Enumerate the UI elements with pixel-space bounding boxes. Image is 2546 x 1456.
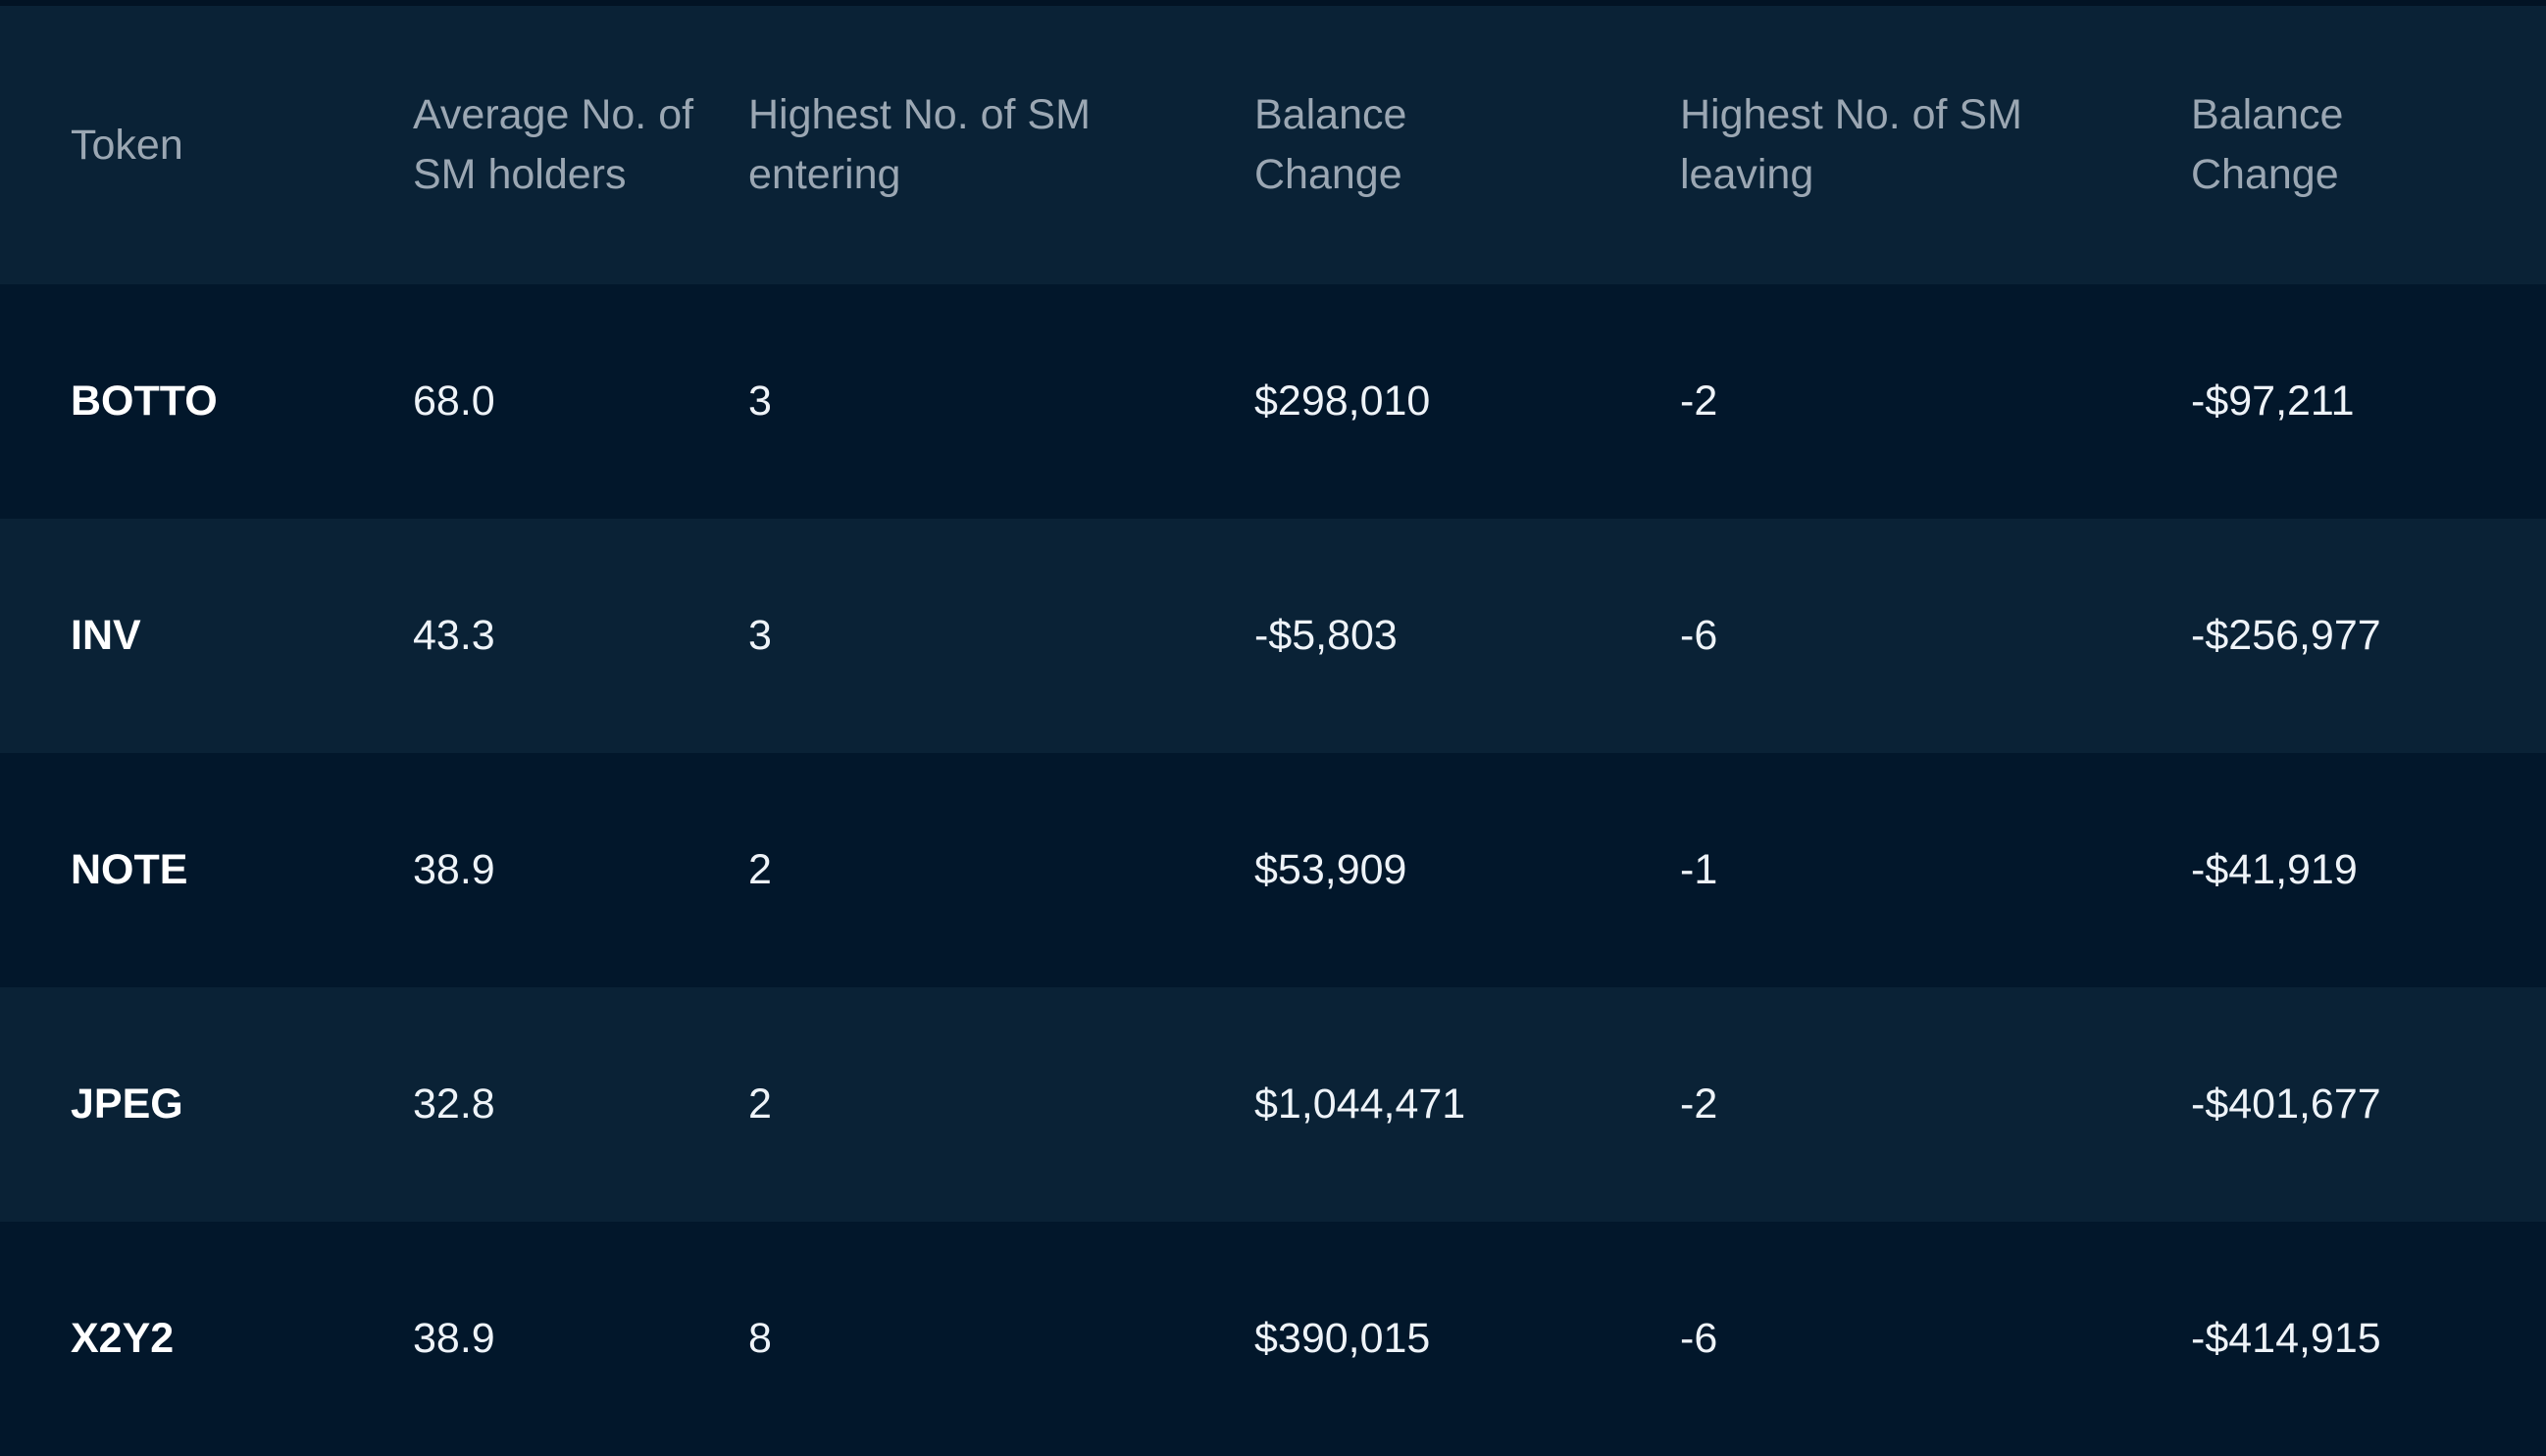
smart-money-token-table: Token Average No. of SM holders Highest … <box>0 6 2546 1456</box>
average-holders-cell: 43.3 <box>413 612 495 659</box>
column-header-highest-entering: Highest No. of SM entering <box>748 91 1091 198</box>
highest-entering-cell: 8 <box>748 1315 772 1362</box>
table-row: NOTE 38.9 2 $53,909 -1 -$41,919 <box>0 753 2546 987</box>
table-row: JPEG 32.8 2 $1,044,471 -2 -$401,677 <box>0 987 2546 1222</box>
entering-balance-change-cell: $1,044,471 <box>1254 1080 1466 1128</box>
highest-entering-cell: 3 <box>748 377 772 425</box>
average-holders-cell: 38.9 <box>413 1315 495 1362</box>
average-holders-cell: 32.8 <box>413 1080 495 1128</box>
column-header-average-holders: Average No. of SM holders <box>413 91 694 198</box>
token-cell: JPEG <box>71 1080 183 1128</box>
highest-leaving-cell: -6 <box>1680 1315 1718 1362</box>
entering-balance-change-cell: -$5,803 <box>1254 612 1398 659</box>
column-header-entering-balance-change: Balance Change <box>1254 91 1407 198</box>
entering-balance-change-cell: $53,909 <box>1254 846 1407 893</box>
leaving-balance-change-cell: -$97,211 <box>2191 377 2355 425</box>
leaving-balance-change-cell: -$401,677 <box>2191 1080 2381 1128</box>
average-holders-cell: 38.9 <box>413 846 495 893</box>
highest-leaving-cell: -2 <box>1680 1080 1718 1128</box>
token-cell: BOTTO <box>71 377 218 425</box>
leaving-balance-change-cell: -$41,919 <box>2191 846 2358 893</box>
highest-entering-cell: 2 <box>748 1080 772 1128</box>
highest-leaving-cell: -6 <box>1680 612 1718 659</box>
highest-leaving-cell: -1 <box>1680 846 1718 893</box>
highest-entering-cell: 3 <box>748 612 772 659</box>
column-header-leaving-balance-change: Balance Change <box>2191 91 2344 198</box>
table-row: X2Y2 38.9 8 $390,015 -6 -$414,915 <box>0 1222 2546 1456</box>
column-header-token: Token <box>71 121 183 169</box>
table-row: INV 43.3 3 -$5,803 -6 -$256,977 <box>0 519 2546 753</box>
leaving-balance-change-cell: -$414,915 <box>2191 1315 2381 1362</box>
token-cell: X2Y2 <box>71 1315 175 1362</box>
column-header-highest-leaving: Highest No. of SM leaving <box>1680 91 2022 198</box>
top-edge <box>0 0 2546 6</box>
average-holders-cell: 68.0 <box>413 377 495 425</box>
table-row: BOTTO 68.0 3 $298,010 -2 -$97,211 <box>0 284 2546 519</box>
table-header-row: Token Average No. of SM holders Highest … <box>0 6 2546 284</box>
highest-leaving-cell: -2 <box>1680 377 1718 425</box>
token-cell: NOTE <box>71 846 188 893</box>
highest-entering-cell: 2 <box>748 846 772 893</box>
leaving-balance-change-cell: -$256,977 <box>2191 612 2381 659</box>
entering-balance-change-cell: $390,015 <box>1254 1315 1431 1362</box>
entering-balance-change-cell: $298,010 <box>1254 377 1431 425</box>
token-cell: INV <box>71 612 141 659</box>
